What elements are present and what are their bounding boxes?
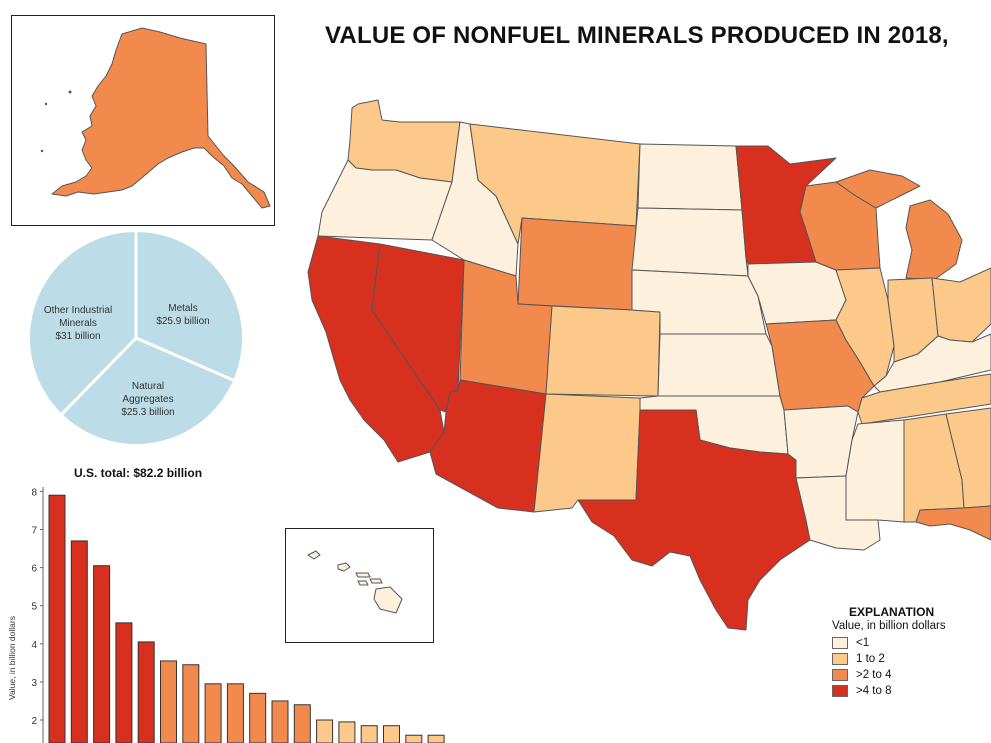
bar	[182, 664, 200, 743]
map-title: VALUE OF NONFUEL MINERALS PRODUCED IN 20…	[325, 22, 949, 49]
region-hawaii	[369, 578, 383, 584]
bar-chart: 2 3 4 5 6 7 8 Value, in billion dollars	[7, 487, 445, 743]
region-south-dakota	[631, 207, 749, 277]
region-wyoming	[517, 217, 637, 311]
legend-label: <1	[856, 637, 870, 649]
us-total-label: U.S. total: $82.2 billion	[74, 466, 203, 480]
region-alaska	[51, 27, 271, 209]
pie-slice-divider	[60, 336, 138, 415]
legend-swatch	[832, 653, 848, 665]
region-hawaii	[357, 580, 369, 586]
legend-item: 1 to 2	[832, 651, 982, 667]
bar	[338, 721, 356, 743]
legend-item: <1	[832, 635, 982, 651]
y-tick-label: 5	[31, 602, 37, 613]
bar	[360, 725, 378, 743]
pie-label-natural-aggregates: $25.3 billion	[121, 407, 174, 418]
legend-title: EXPLANATION	[849, 605, 935, 619]
region-kansas	[657, 333, 781, 397]
legend-subtitle: Value, in billion dollars	[832, 620, 946, 632]
legend-label: 1 to 2	[856, 653, 885, 665]
pie-chart: Other Industrial Minerals $31 billion Metal…	[30, 232, 242, 444]
legend-label: >4 to 8	[856, 685, 892, 697]
region-texas	[577, 409, 811, 631]
y-tick-label: 7	[31, 526, 37, 537]
legend-item: >2 to 4	[832, 667, 982, 683]
bar	[383, 725, 400, 743]
y-tick-label: 8	[31, 487, 37, 498]
region-tennessee	[857, 373, 991, 425]
bar	[271, 700, 289, 743]
region-mississippi	[845, 419, 905, 523]
bar	[70, 540, 88, 743]
region-michigan	[835, 169, 963, 281]
hawaii-inset	[285, 528, 434, 643]
region-ohio	[931, 267, 991, 343]
legend-label: >2 to 4	[856, 669, 892, 681]
bar	[293, 704, 311, 743]
bar	[160, 660, 177, 743]
pie-slice-divider	[135, 336, 234, 382]
region-hawaii	[355, 572, 371, 578]
y-tick-label: 6	[31, 564, 37, 575]
region-iowa	[747, 261, 847, 325]
y-axis-title: Value, in billion dollars	[7, 616, 17, 700]
y-tick-label: 4	[31, 640, 37, 651]
region-hawaii	[307, 550, 321, 560]
region-new-mexico	[533, 393, 641, 513]
pie-label-other-industrial-minerals: $31 billion	[55, 331, 100, 342]
bar	[93, 565, 111, 743]
bar	[249, 692, 267, 743]
region-florida	[915, 505, 991, 541]
pie-label-metals: $25.9 billion	[156, 316, 209, 327]
pie-label-other-industrial-minerals: Minerals	[59, 318, 97, 329]
y-tick-label: 2	[31, 716, 37, 727]
bar	[137, 641, 155, 743]
pie-label-natural-aggregates: Natural	[132, 381, 164, 392]
pie-label-metals: Metals	[168, 303, 197, 314]
pie-label-other-industrial-minerals: Other Industrial	[44, 305, 112, 316]
legend: EXPLANATION Value, in billion dollars <1…	[832, 605, 982, 699]
legend-item: >4 to 8	[832, 683, 982, 699]
legend-swatch	[832, 685, 848, 697]
y-tick-label: 3	[31, 678, 37, 689]
region-north-dakota	[637, 143, 743, 211]
bar	[316, 719, 334, 743]
pie-label-natural-aggregates: Aggregates	[122, 394, 173, 405]
legend-swatch	[832, 669, 848, 681]
region-hawaii	[337, 562, 351, 572]
alaska-inset	[11, 15, 275, 226]
region-hawaii	[373, 586, 403, 614]
legend-swatch	[832, 637, 848, 649]
region-colorado	[545, 305, 661, 397]
